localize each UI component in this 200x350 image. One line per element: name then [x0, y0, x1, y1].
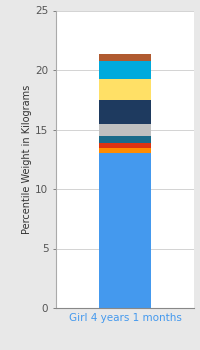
- Bar: [99, 79, 151, 100]
- Bar: [99, 54, 151, 61]
- Bar: [99, 100, 151, 124]
- Bar: [99, 153, 151, 308]
- Bar: [99, 124, 151, 136]
- Bar: [99, 136, 151, 142]
- Bar: [99, 142, 151, 148]
- Bar: [99, 148, 151, 153]
- Y-axis label: Percentile Weight in Kilograms: Percentile Weight in Kilograms: [22, 85, 32, 234]
- Bar: [99, 61, 151, 79]
